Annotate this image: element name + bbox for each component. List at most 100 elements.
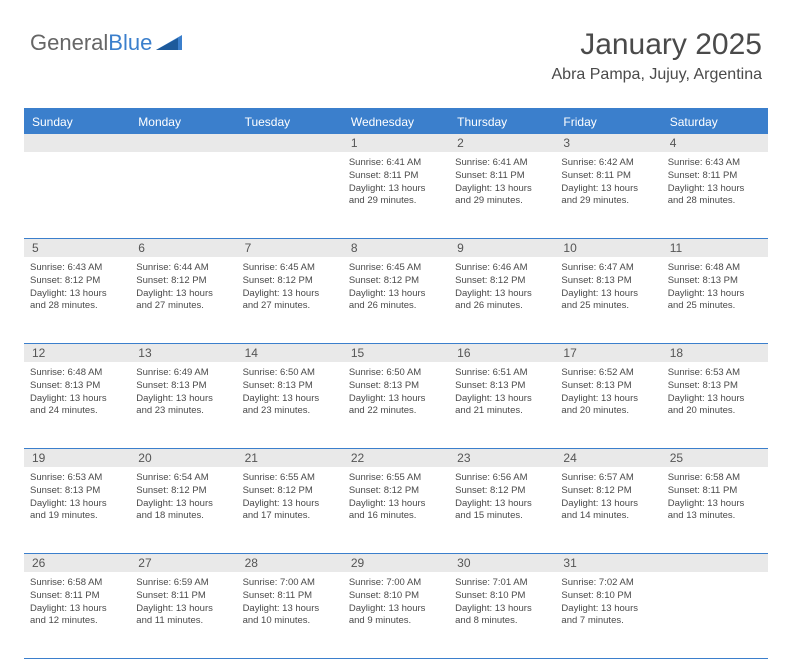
day-info-line: Sunrise: 6:43 AM	[30, 262, 124, 275]
day-cell: Sunrise: 6:49 AMSunset: 8:13 PMDaylight:…	[130, 362, 236, 448]
day-number: 14	[237, 344, 343, 362]
header: January 2025 Abra Pampa, Jujuy, Argentin…	[552, 28, 763, 84]
day-cell: Sunrise: 6:46 AMSunset: 8:12 PMDaylight:…	[449, 257, 555, 343]
day-number: 31	[555, 554, 661, 572]
day-info: Sunrise: 6:59 AMSunset: 8:11 PMDaylight:…	[136, 575, 230, 628]
day-info-line: Sunrise: 6:48 AM	[30, 367, 124, 380]
day-cell: Sunrise: 6:45 AMSunset: 8:12 PMDaylight:…	[237, 257, 343, 343]
day-cell: Sunrise: 6:41 AMSunset: 8:11 PMDaylight:…	[343, 152, 449, 238]
day-info: Sunrise: 7:01 AMSunset: 8:10 PMDaylight:…	[455, 575, 549, 628]
day-cell: Sunrise: 6:48 AMSunset: 8:13 PMDaylight:…	[662, 257, 768, 343]
day-info-line: Sunset: 8:12 PM	[136, 275, 230, 288]
day-header: Monday	[130, 110, 236, 134]
day-info-line: Sunset: 8:13 PM	[455, 380, 549, 393]
day-info-line: Daylight: 13 hours and 25 minutes.	[668, 288, 762, 314]
day-number: 20	[130, 449, 236, 467]
day-info-line: Daylight: 13 hours and 21 minutes.	[455, 393, 549, 419]
day-number-row: 567891011	[24, 239, 768, 257]
day-info-line: Sunset: 8:12 PM	[561, 485, 655, 498]
logo: GeneralBlue	[30, 30, 182, 56]
day-info: Sunrise: 6:43 AMSunset: 8:11 PMDaylight:…	[668, 155, 762, 208]
week-info-row: Sunrise: 6:53 AMSunset: 8:13 PMDaylight:…	[24, 467, 768, 554]
day-info-line: Sunset: 8:13 PM	[243, 380, 337, 393]
day-info-line: Sunset: 8:13 PM	[668, 380, 762, 393]
day-number: 11	[662, 239, 768, 257]
day-info-line: Sunset: 8:13 PM	[30, 380, 124, 393]
day-info: Sunrise: 6:46 AMSunset: 8:12 PMDaylight:…	[455, 260, 549, 313]
day-number-row: 1234	[24, 134, 768, 152]
day-number: 3	[555, 134, 661, 152]
day-info-line: Sunrise: 7:00 AM	[349, 577, 443, 590]
day-info-line: Daylight: 13 hours and 25 minutes.	[561, 288, 655, 314]
day-info-line: Sunset: 8:11 PM	[668, 170, 762, 183]
day-info-line: Daylight: 13 hours and 26 minutes.	[349, 288, 443, 314]
day-cell: Sunrise: 7:00 AMSunset: 8:11 PMDaylight:…	[237, 572, 343, 658]
logo-triangle-icon	[156, 30, 182, 56]
day-info: Sunrise: 6:56 AMSunset: 8:12 PMDaylight:…	[455, 470, 549, 523]
day-info-line: Daylight: 13 hours and 7 minutes.	[561, 603, 655, 629]
day-number: 16	[449, 344, 555, 362]
day-number-row: 19202122232425	[24, 449, 768, 467]
day-info-line: Sunset: 8:12 PM	[243, 275, 337, 288]
day-info: Sunrise: 6:45 AMSunset: 8:12 PMDaylight:…	[243, 260, 337, 313]
week-info-row: Sunrise: 6:41 AMSunset: 8:11 PMDaylight:…	[24, 152, 768, 239]
day-info: Sunrise: 6:47 AMSunset: 8:13 PMDaylight:…	[561, 260, 655, 313]
day-info-line: Sunrise: 7:02 AM	[561, 577, 655, 590]
day-cell: Sunrise: 6:52 AMSunset: 8:13 PMDaylight:…	[555, 362, 661, 448]
day-info-line: Sunset: 8:13 PM	[561, 275, 655, 288]
day-number	[24, 134, 130, 152]
day-info-line: Sunrise: 6:44 AM	[136, 262, 230, 275]
day-cell: Sunrise: 6:59 AMSunset: 8:11 PMDaylight:…	[130, 572, 236, 658]
day-info: Sunrise: 6:54 AMSunset: 8:12 PMDaylight:…	[136, 470, 230, 523]
location: Abra Pampa, Jujuy, Argentina	[552, 66, 763, 84]
day-number: 28	[237, 554, 343, 572]
day-info-line: Daylight: 13 hours and 29 minutes.	[455, 183, 549, 209]
day-info-line: Daylight: 13 hours and 20 minutes.	[668, 393, 762, 419]
day-header: Saturday	[662, 110, 768, 134]
day-info: Sunrise: 7:00 AMSunset: 8:11 PMDaylight:…	[243, 575, 337, 628]
day-info-line: Sunrise: 6:58 AM	[30, 577, 124, 590]
day-number	[662, 554, 768, 572]
day-number: 2	[449, 134, 555, 152]
day-info-line: Sunrise: 6:53 AM	[668, 367, 762, 380]
day-info: Sunrise: 6:41 AMSunset: 8:11 PMDaylight:…	[455, 155, 549, 208]
day-cell: Sunrise: 6:43 AMSunset: 8:11 PMDaylight:…	[662, 152, 768, 238]
day-number: 6	[130, 239, 236, 257]
day-cell: Sunrise: 6:58 AMSunset: 8:11 PMDaylight:…	[24, 572, 130, 658]
day-header: Tuesday	[237, 110, 343, 134]
day-number: 25	[662, 449, 768, 467]
day-info-line: Sunrise: 6:50 AM	[243, 367, 337, 380]
day-number: 19	[24, 449, 130, 467]
day-info-line: Sunset: 8:10 PM	[455, 590, 549, 603]
day-header: Wednesday	[343, 110, 449, 134]
day-cell	[24, 152, 130, 238]
day-info: Sunrise: 6:48 AMSunset: 8:13 PMDaylight:…	[30, 365, 124, 418]
day-info-line: Sunset: 8:12 PM	[243, 485, 337, 498]
day-number: 27	[130, 554, 236, 572]
day-cell	[130, 152, 236, 238]
day-info-line: Sunset: 8:11 PM	[243, 590, 337, 603]
day-info-line: Sunset: 8:12 PM	[349, 485, 443, 498]
day-info-line: Daylight: 13 hours and 20 minutes.	[561, 393, 655, 419]
week-info-row: Sunrise: 6:58 AMSunset: 8:11 PMDaylight:…	[24, 572, 768, 659]
day-info-line: Sunset: 8:13 PM	[668, 275, 762, 288]
day-info-line: Daylight: 13 hours and 23 minutes.	[243, 393, 337, 419]
day-info-line: Sunrise: 6:56 AM	[455, 472, 549, 485]
day-info-line: Sunrise: 6:58 AM	[668, 472, 762, 485]
day-info: Sunrise: 6:50 AMSunset: 8:13 PMDaylight:…	[243, 365, 337, 418]
day-info-line: Sunset: 8:10 PM	[349, 590, 443, 603]
day-info-line: Sunrise: 6:57 AM	[561, 472, 655, 485]
day-info: Sunrise: 6:49 AMSunset: 8:13 PMDaylight:…	[136, 365, 230, 418]
day-info-line: Daylight: 13 hours and 16 minutes.	[349, 498, 443, 524]
day-number: 4	[662, 134, 768, 152]
day-info-line: Sunset: 8:10 PM	[561, 590, 655, 603]
day-info-line: Sunset: 8:12 PM	[455, 275, 549, 288]
logo-text-general: General	[30, 30, 108, 56]
day-number: 15	[343, 344, 449, 362]
day-cell: Sunrise: 6:55 AMSunset: 8:12 PMDaylight:…	[237, 467, 343, 553]
day-info-line: Sunset: 8:13 PM	[30, 485, 124, 498]
day-info	[30, 155, 124, 157]
day-info-line: Daylight: 13 hours and 10 minutes.	[243, 603, 337, 629]
day-info-line: Sunrise: 6:49 AM	[136, 367, 230, 380]
day-info: Sunrise: 6:42 AMSunset: 8:11 PMDaylight:…	[561, 155, 655, 208]
